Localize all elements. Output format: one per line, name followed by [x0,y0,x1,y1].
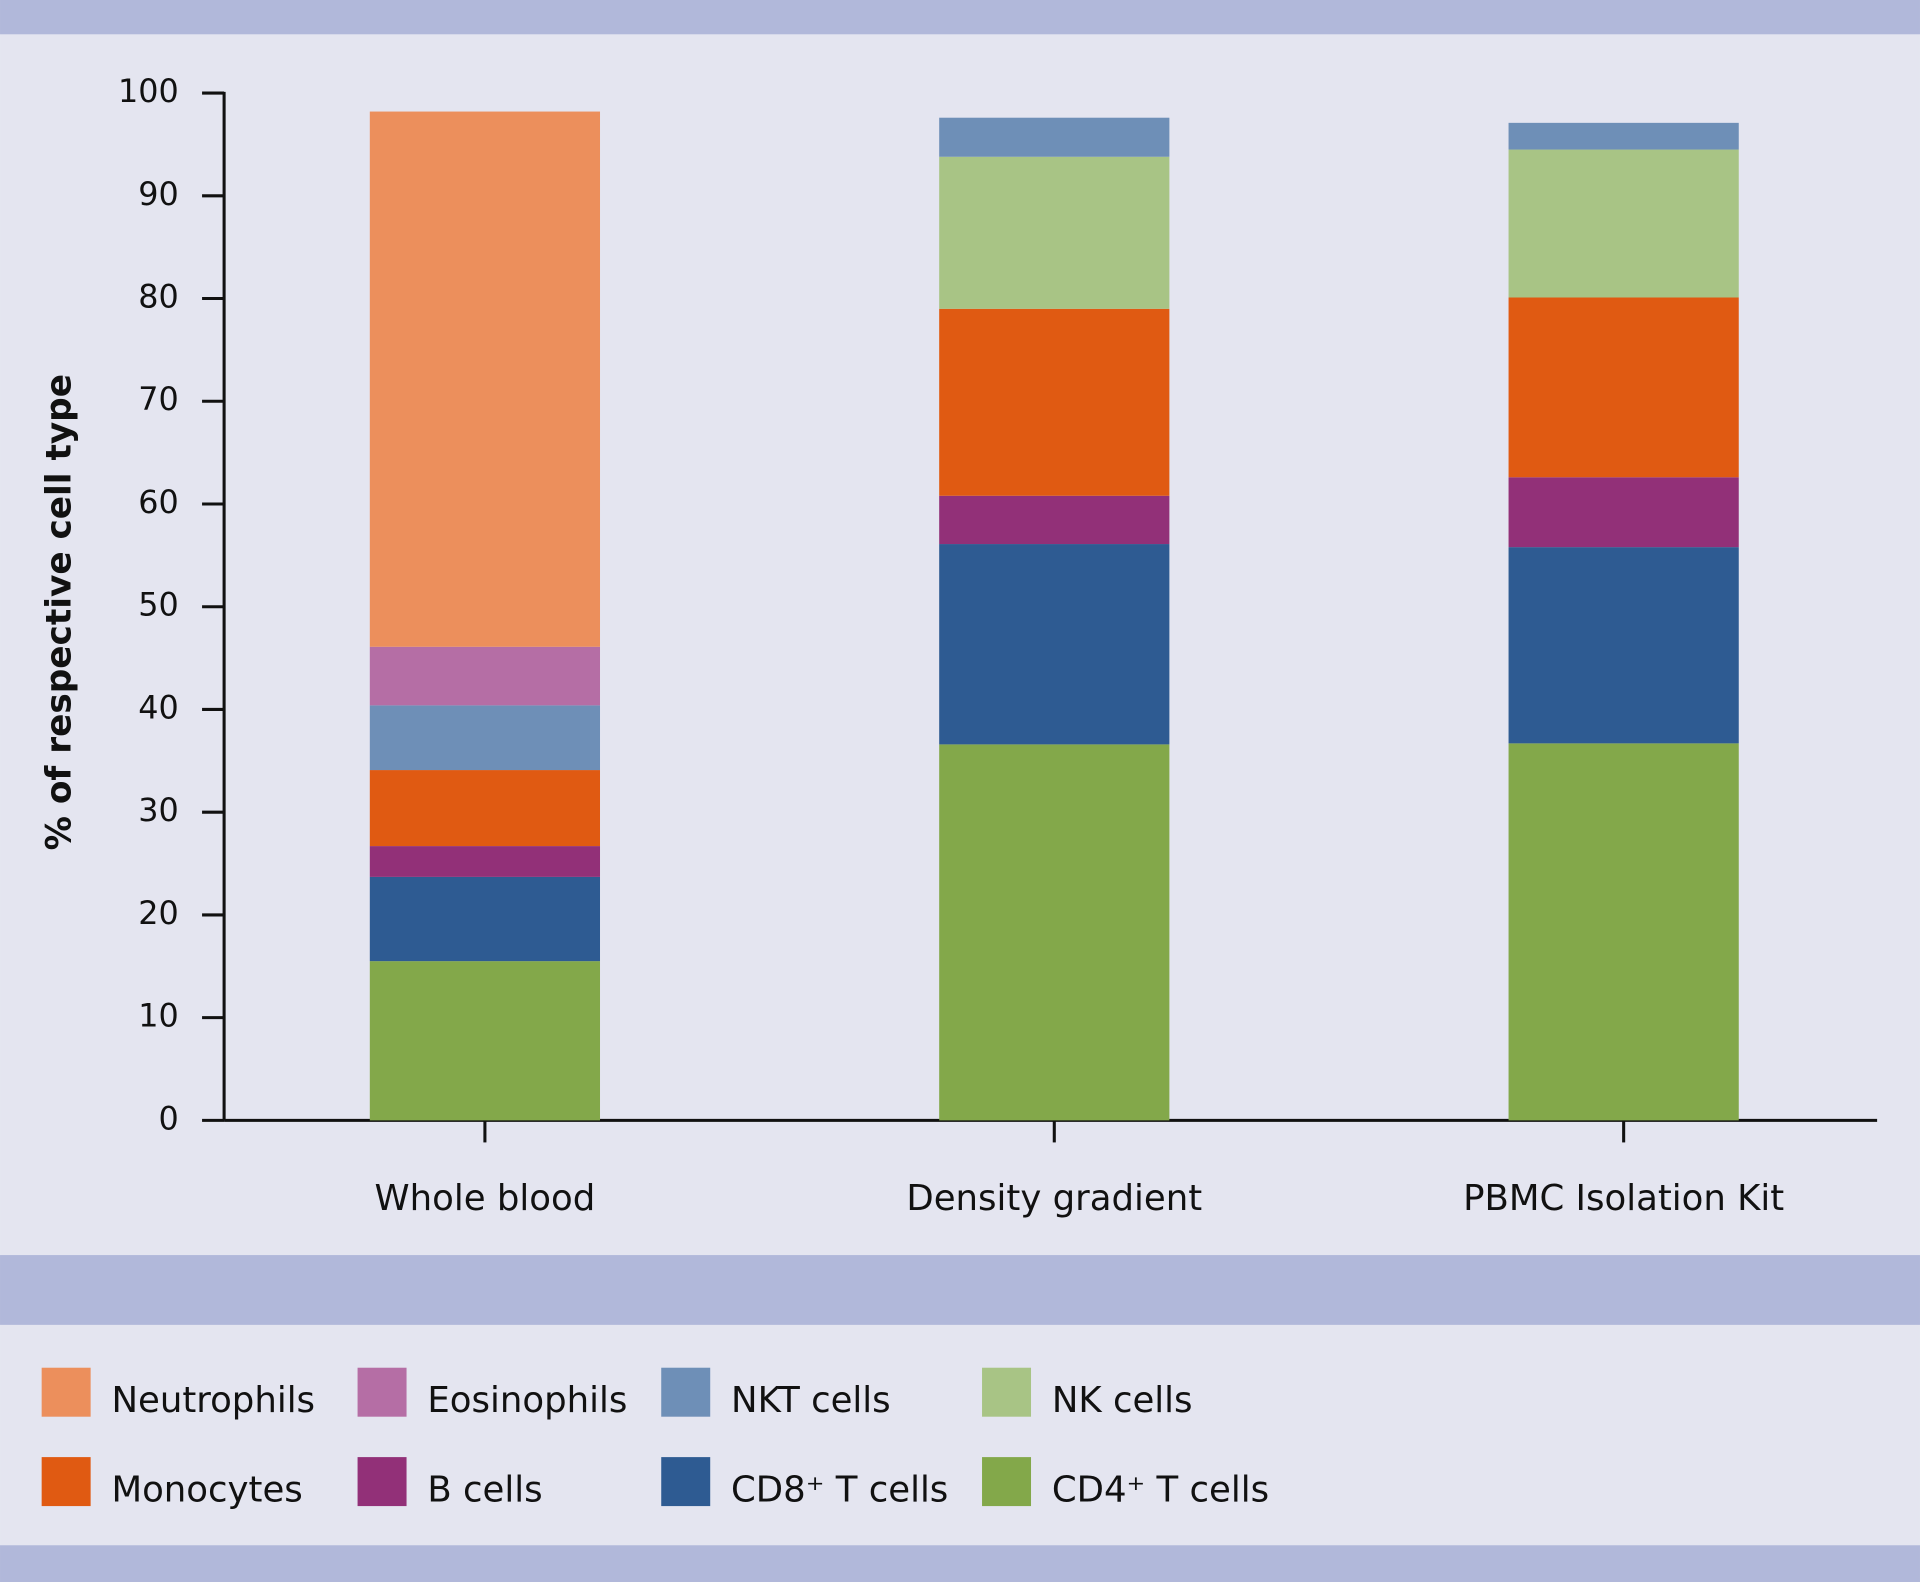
y-tick-label: 40 [138,688,179,726]
y-tick-label: 60 [138,483,179,521]
bar-segment [369,846,601,877]
band [0,1255,1920,1325]
legend-label: CD4⁺ T cells [1052,1469,1269,1510]
bar-segment [939,544,1170,745]
y-tick-label: 100 [118,72,179,110]
bar-segment [369,961,601,1121]
legend-swatch [661,1457,711,1507]
legend-swatch [41,1367,91,1417]
bar-segment [369,770,601,847]
legend-label: CD8⁺ T cells [731,1469,948,1510]
bar-segment [939,495,1170,545]
legend-swatch [661,1367,711,1417]
legend-swatch [357,1367,407,1417]
legend-label: Eosinophils [427,1380,627,1421]
bar-segment [1508,122,1739,150]
bar-segment [939,117,1170,157]
y-tick-label: 20 [138,894,179,932]
band [0,0,1920,35]
bar-segment [1508,149,1739,298]
band [0,1545,1920,1582]
legend-swatch [982,1367,1032,1417]
bar-segment [1508,297,1739,478]
bar-segment [1508,477,1739,548]
bar-segment [939,744,1170,1121]
y-axis-label: % of respective cell type [40,374,80,850]
legend-swatch [982,1457,1032,1507]
legend-swatch [357,1457,407,1507]
y-tick-label: 10 [138,997,179,1035]
bar-segment [369,876,601,962]
y-tick-label: 50 [138,586,179,624]
legend-label: NK cells [1052,1380,1193,1421]
y-tick-label: 90 [138,175,179,213]
x-tick-label: PBMC Isolation Kit [1463,1178,1784,1219]
bar-segment [369,705,601,771]
bar-segment [939,156,1170,309]
bar-segment [1508,743,1739,1121]
bar-segment [369,646,601,706]
y-tick-label: 80 [138,278,179,316]
legend-label: B cells [427,1469,542,1510]
legend-label: Monocytes [111,1469,302,1510]
bar-segment [1508,547,1739,744]
legend-label: NKT cells [731,1380,891,1421]
x-tick-label: Density gradient [906,1178,1202,1219]
bar-segment [939,308,1170,496]
y-tick-label: 0 [159,1099,179,1137]
bar-segment [369,111,601,647]
y-tick-label: 30 [138,791,179,829]
legend-label: Neutrophils [111,1380,315,1421]
legend-swatch [41,1457,91,1507]
y-tick-label: 70 [138,380,179,418]
x-tick-label: Whole blood [375,1178,596,1219]
